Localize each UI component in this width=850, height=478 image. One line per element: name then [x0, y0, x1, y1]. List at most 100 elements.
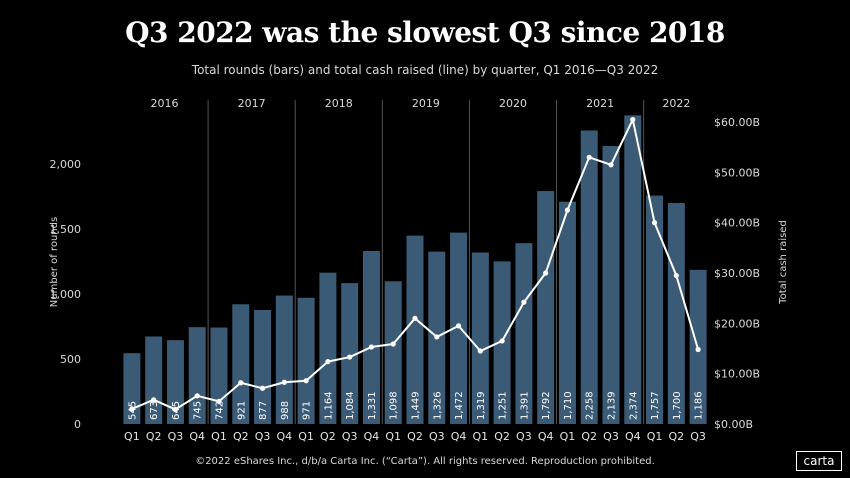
cash-raised-point — [281, 379, 287, 385]
y-tick-label: 500 — [60, 353, 81, 366]
bar — [406, 235, 424, 424]
bar-value-label: 988 — [280, 401, 291, 420]
bar-value-label: 1,792 — [541, 391, 552, 420]
quarter-label: Q1 — [211, 430, 227, 443]
bar-value-label: 1,331 — [367, 391, 378, 420]
cash-raised-point — [390, 341, 396, 347]
bar-value-label: 1,710 — [563, 391, 574, 420]
bar-value-label: 921 — [236, 401, 247, 420]
bar-value-label: 1,757 — [650, 391, 661, 420]
quarter-label: Q2 — [146, 430, 162, 443]
quarter-label: Q2 — [581, 430, 597, 443]
cash-raised-point — [630, 116, 636, 123]
bar-value-label: 1,251 — [498, 391, 509, 420]
cash-raised-point — [412, 315, 418, 321]
quarter-label: Q4 — [451, 430, 467, 443]
cash-raised-point — [325, 359, 331, 365]
bar — [667, 203, 685, 424]
bar-value-label: 1,186 — [694, 391, 705, 420]
y-axis-label: Number of rounds — [49, 217, 60, 307]
quarter-label: Q3 — [342, 430, 358, 443]
y2-tick-label: $40.00B — [714, 217, 760, 230]
bar-value-label: 2,139 — [607, 391, 618, 420]
bar — [166, 340, 184, 424]
quarter-label: Q1 — [124, 430, 140, 443]
bar-value-label: 673 — [149, 401, 160, 420]
y2-tick-label: $60.00B — [714, 116, 760, 129]
cash-raised-point — [608, 162, 614, 168]
cash-raised-point — [695, 346, 701, 353]
quarter-label: Q1 — [472, 430, 488, 443]
bar — [341, 283, 359, 424]
quarter-label: Q4 — [276, 430, 292, 443]
y2-tick-label: $30.00B — [714, 267, 760, 280]
y-tick-label: 1,500 — [50, 223, 82, 236]
bar — [319, 272, 337, 424]
y-tick-label: 2,000 — [50, 158, 82, 171]
y2-tick-label: $20.00B — [714, 317, 760, 330]
cash-raised-point — [238, 380, 244, 386]
cash-raised-point — [673, 272, 679, 279]
year-label: 2018 — [325, 97, 353, 110]
cash-raised-point — [129, 406, 135, 412]
cash-raised-point — [368, 344, 375, 350]
bar — [384, 281, 402, 424]
cash-raised-point — [564, 207, 571, 213]
cash-raised-point — [543, 270, 549, 276]
y2-tick-label: $50.00B — [714, 166, 760, 179]
chart-subtitle: Total rounds (bars) and total cash raise… — [191, 63, 659, 77]
quarter-label: Q4 — [625, 430, 641, 443]
bar — [624, 115, 642, 424]
quarter-label: Q4 — [189, 430, 205, 443]
bar — [602, 145, 620, 424]
bar — [471, 252, 489, 424]
bar — [362, 250, 380, 424]
cash-raised-point — [259, 385, 266, 391]
bar-value-label: 1,391 — [519, 391, 530, 420]
cash-raised-point — [651, 220, 658, 226]
bar-value-label: 1,098 — [389, 391, 400, 420]
year-label: 2016 — [151, 97, 179, 110]
bar-value-label: 1,326 — [432, 391, 443, 420]
bar — [297, 297, 315, 424]
quarter-label: Q1 — [647, 430, 663, 443]
quarter-label: Q1 — [298, 430, 314, 443]
bar-value-label: 971 — [302, 401, 313, 420]
quarter-label: Q2 — [494, 430, 510, 443]
y2-tick-label: $0.00B — [714, 418, 753, 431]
bar-value-label: 745 — [193, 401, 204, 420]
quarter-label: Q2 — [233, 430, 249, 443]
quarter-label: Q3 — [690, 430, 706, 443]
cash-raised-point — [303, 378, 309, 384]
bar-value-label: 1,164 — [323, 391, 334, 420]
bar-value-label: 1,449 — [411, 391, 422, 420]
cash-raised-point — [347, 354, 353, 360]
quarter-label: Q2 — [320, 430, 336, 443]
bar-value-label: 2,258 — [585, 391, 596, 420]
quarter-label: Q2 — [668, 430, 684, 443]
bar — [558, 201, 576, 424]
bar-value-label: 1,700 — [672, 391, 683, 420]
chart-title: Q3 2022 was the slowest Q3 since 2018 — [125, 16, 725, 49]
cash-raised-point — [216, 398, 222, 404]
year-label: 2017 — [238, 97, 266, 110]
cash-raised-point — [586, 154, 592, 160]
quarter-label: Q3 — [603, 430, 619, 443]
bar-value-label: 1,472 — [454, 391, 465, 420]
cash-raised-point — [521, 299, 527, 305]
y-tick-label: 1,000 — [50, 288, 82, 301]
cash-raised-point — [455, 323, 462, 329]
quarter-label: Q3 — [429, 430, 445, 443]
carta-logo: carta — [796, 451, 842, 471]
bar — [515, 243, 533, 424]
bar-value-label: 1,084 — [345, 391, 356, 420]
quarter-label: Q4 — [538, 430, 554, 443]
bar — [580, 130, 598, 424]
bar — [275, 295, 293, 424]
y-tick-label: 0 — [74, 418, 81, 431]
year-label: 2019 — [412, 97, 440, 110]
cash-raised-point — [434, 334, 440, 340]
cash-raised-point — [151, 397, 157, 403]
quarter-label: Q4 — [364, 430, 380, 443]
